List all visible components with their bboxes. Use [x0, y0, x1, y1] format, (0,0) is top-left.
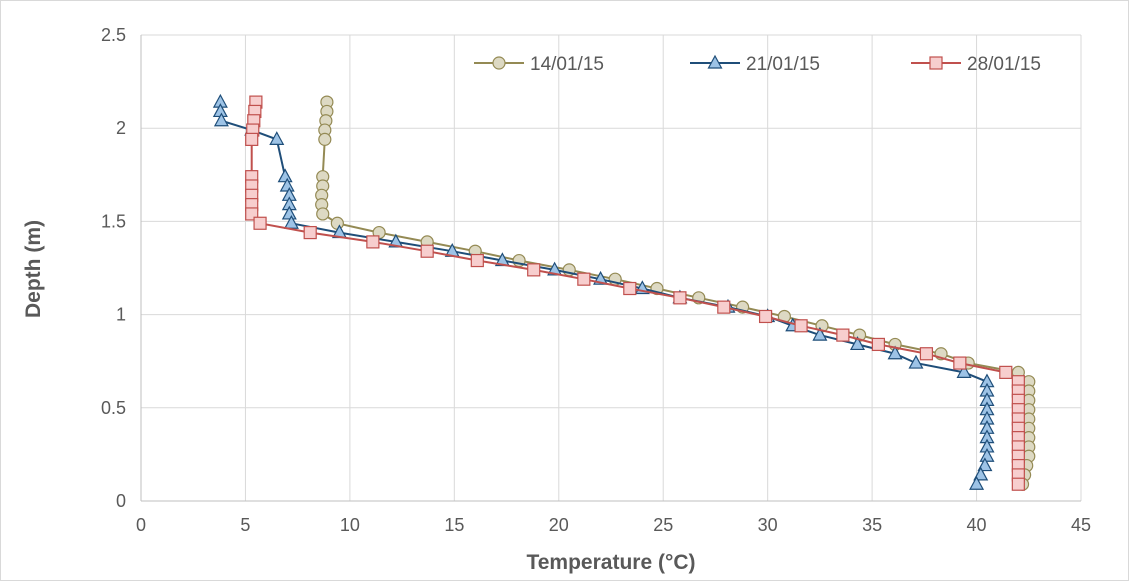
triangle-point — [388, 233, 404, 248]
triangle-point — [812, 326, 828, 341]
legend-label: 14/01/15 — [530, 54, 604, 75]
square-point — [953, 356, 967, 370]
triangle-point — [956, 364, 972, 378]
square-point — [836, 328, 850, 342]
legend-entry: 28/01/15 — [911, 54, 1041, 75]
triangle-point — [547, 261, 563, 276]
square-point — [919, 347, 934, 361]
y-tick-label: 0.5 — [101, 398, 126, 418]
y-tick-label: 0 — [116, 491, 126, 511]
legend-circle-icon — [492, 56, 506, 70]
gridlines — [141, 34, 1082, 501]
triangle-point — [969, 475, 985, 490]
square-point — [871, 337, 885, 352]
y-axis-title: Depth (m) — [22, 220, 45, 318]
square-point — [470, 253, 484, 268]
x-tick-label: 40 — [967, 515, 987, 535]
x-tick-label: 0 — [136, 515, 146, 535]
series-square — [245, 95, 1025, 491]
legend: 14/01/15 21/01/15 28/01/15 — [474, 54, 1041, 75]
square-point — [420, 244, 434, 258]
square-point — [623, 281, 637, 296]
square-point — [1011, 477, 1025, 491]
square-point — [253, 216, 267, 230]
triangle-point — [269, 131, 285, 145]
square-point — [527, 263, 541, 277]
x-tick-label: 10 — [340, 515, 360, 535]
x-axis-title: Temperature (°C) — [526, 551, 695, 574]
square-point — [577, 272, 591, 286]
legend-label: 28/01/15 — [967, 54, 1041, 75]
square-point — [673, 291, 687, 305]
square-point — [758, 309, 773, 324]
y-tick-label: 2.5 — [101, 25, 126, 45]
legend-square-icon — [929, 56, 943, 70]
data-series — [212, 93, 1036, 491]
x-tick-label: 25 — [653, 515, 673, 535]
x-tick-label: 20 — [549, 515, 569, 535]
x-tick-label: 15 — [444, 515, 464, 535]
axes: 0 5 10 15 20 25 30 35 40 45 0 0.5 1 1.5 2 2.5 — [101, 25, 1091, 535]
square-point — [999, 365, 1013, 379]
square-point — [366, 235, 380, 249]
triangle-point — [887, 345, 903, 360]
triangle-point — [849, 336, 865, 351]
circle-point — [318, 132, 332, 146]
triangle-point — [973, 466, 989, 481]
circle-point — [330, 216, 344, 230]
square-point — [303, 225, 317, 240]
triangle-point — [977, 457, 993, 472]
series-triangle — [212, 93, 995, 490]
triangle-point — [213, 112, 229, 127]
legend-label: 21/01/15 — [746, 54, 820, 75]
square-point — [245, 132, 259, 146]
y-tick-label: 2 — [116, 118, 126, 138]
x-tick-label: 30 — [758, 515, 778, 535]
x-tick-label: 35 — [862, 515, 882, 535]
legend-entry: 21/01/15 — [690, 54, 820, 75]
triangle-point — [908, 354, 924, 369]
x-tick-label: 45 — [1071, 515, 1091, 535]
legend-triangle-icon — [707, 54, 723, 69]
y-tick-label: 1 — [116, 305, 126, 325]
y-tick-label: 1.5 — [101, 211, 126, 231]
triangle-point — [277, 168, 293, 183]
square-point — [717, 300, 731, 314]
legend-entry: 14/01/15 — [474, 54, 604, 75]
x-tick-label: 5 — [240, 515, 250, 535]
square-point — [794, 319, 808, 333]
circle-point — [316, 207, 330, 221]
